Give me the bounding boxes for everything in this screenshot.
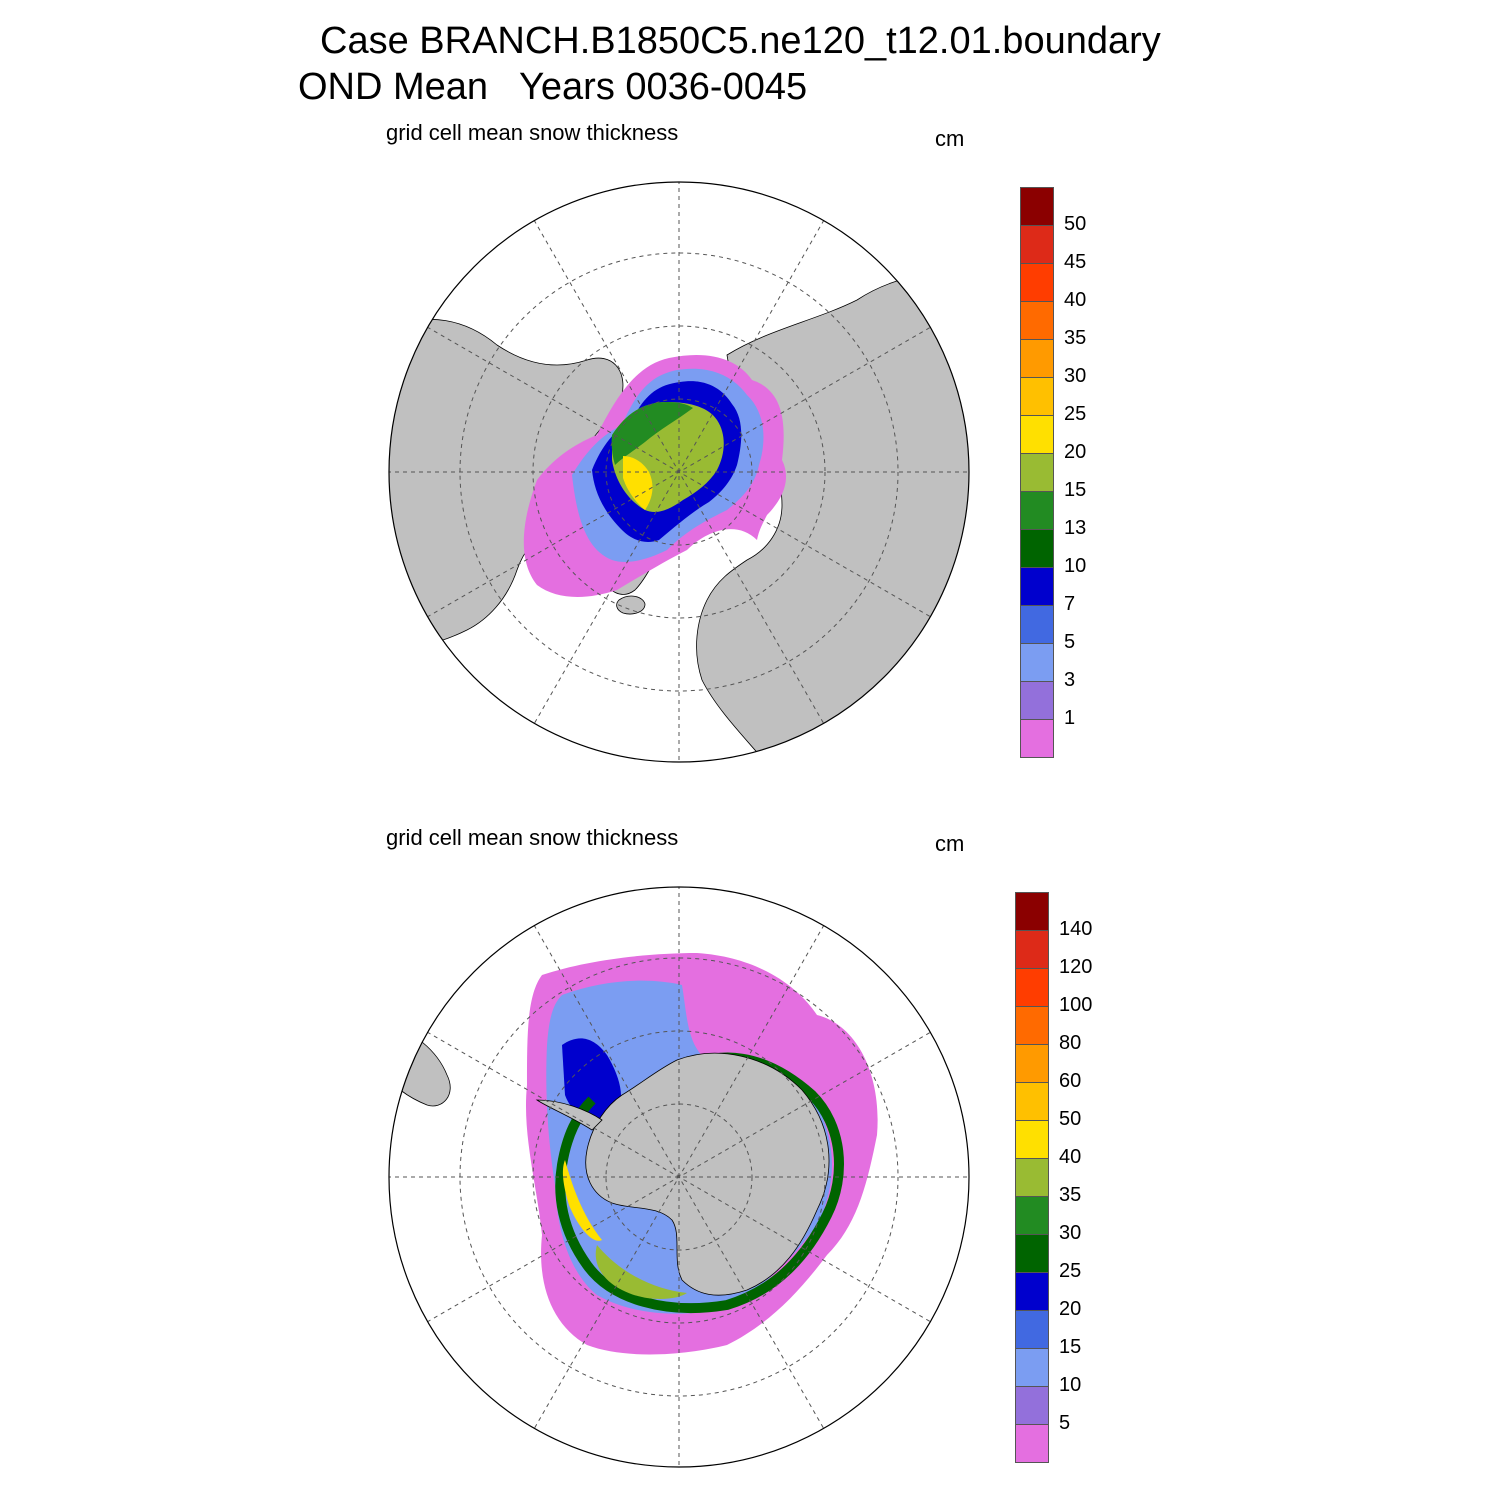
colorbar-tick-label: 5: [1059, 1412, 1071, 1434]
colorbar-tick-label: 35: [1064, 327, 1087, 349]
colorbar-swatch: [1015, 930, 1049, 969]
colorbar-swatch: [1015, 1006, 1049, 1045]
north-colorbar: 1 3 5 7 10 13 15 20 25 30 35 40 45 50: [1020, 187, 1100, 758]
colorbar-tick-label: 50: [1064, 213, 1087, 235]
colorbar-swatch: [1020, 301, 1054, 340]
colorbar-swatch: [1020, 415, 1054, 454]
colorbar-tick-label: 15: [1064, 479, 1087, 501]
colorbar-tick-label: 100: [1059, 994, 1093, 1016]
south-map-border: [388, 886, 970, 1468]
colorbar-tick-label: 10: [1059, 1374, 1082, 1396]
south-colorbar: 5 10 15 20 25 30 35 40 50 60 80 100 120 140: [1015, 892, 1100, 1463]
colorbar-tick-label: 7: [1064, 593, 1076, 615]
colorbar-tick-label: 30: [1059, 1222, 1082, 1244]
south-snow-band-35: [595, 1245, 687, 1299]
colorbar-tick-label: 10: [1064, 555, 1087, 577]
north-units-label: cm: [935, 126, 965, 151]
colorbar-tick-label: 25: [1064, 403, 1087, 425]
north-panel-label: grid cell mean snow thickness: [386, 120, 679, 145]
north-snow-band-20: [623, 456, 653, 510]
colorbar-swatch: [1020, 605, 1054, 644]
colorbar-tick-label: 3: [1064, 669, 1076, 691]
colorbar-swatch: [1020, 187, 1054, 226]
south-polar-map: [388, 886, 970, 1468]
colorbar-tick-label: 50: [1059, 1108, 1082, 1130]
colorbar-swatch: [1020, 225, 1054, 264]
south-snow-band-25-ring: [555, 1052, 844, 1313]
colorbar-tick-label: 13: [1064, 517, 1087, 539]
colorbar-swatch: [1020, 339, 1054, 378]
colorbar-swatch: [1020, 681, 1054, 720]
south-units-label: cm: [935, 831, 965, 856]
north-snow-band-13: [611, 402, 693, 465]
antarctic-peninsula: [535, 1099, 603, 1131]
colorbar-swatch: [1015, 1044, 1049, 1083]
colorbar-tick-label: 15: [1059, 1336, 1082, 1358]
colorbar-swatch: [1015, 1272, 1049, 1311]
south-graticule: [389, 887, 969, 1467]
colorbar-tick-label: 5: [1064, 631, 1076, 653]
colorbar-swatch: [1015, 1196, 1049, 1235]
colorbar-tick-label: 20: [1064, 441, 1087, 463]
south-snow-band-40: [562, 1160, 602, 1241]
colorbar-swatch: [1015, 1310, 1049, 1349]
case-title: Case BRANCH.B1850C5.ne120_t12.01.boundar…: [320, 20, 1161, 62]
colorbar-swatch: [1020, 529, 1054, 568]
colorbar-tick-label: 120: [1059, 956, 1093, 978]
colorbar-tick-label: 30: [1064, 365, 1087, 387]
colorbar-swatch: [1015, 1082, 1049, 1121]
south-panel-label: grid cell mean snow thickness: [386, 825, 679, 850]
colorbar-swatch: [1015, 1348, 1049, 1387]
colorbar-swatch: [1015, 892, 1049, 931]
colorbar-swatch: [1015, 968, 1049, 1007]
north-graticule: [389, 182, 969, 762]
north-map-border: [388, 181, 970, 763]
colorbar-tick-label: 35: [1059, 1184, 1082, 1206]
colorbar-swatch: [1020, 567, 1054, 606]
colorbar-tick-label: 1: [1064, 707, 1076, 729]
colorbar-tick-label: 60: [1059, 1070, 1082, 1092]
colorbar-swatch: [1020, 491, 1054, 530]
colorbar-tick-label: 80: [1059, 1032, 1082, 1054]
colorbar-swatch: [1020, 719, 1054, 758]
colorbar-swatch: [1015, 1120, 1049, 1159]
colorbar-swatch: [1020, 377, 1054, 416]
colorbar-swatch: [1015, 1234, 1049, 1273]
colorbar-tick-label: 40: [1064, 289, 1087, 311]
south-snow-band-20: [562, 1038, 622, 1122]
season-title: OND Mean Years 0036-0045: [298, 66, 808, 108]
colorbar-swatch: [1015, 1424, 1049, 1463]
colorbar-swatch: [1015, 1158, 1049, 1197]
iceland-landmass: [616, 595, 646, 615]
colorbar-swatch: [1020, 643, 1054, 682]
colorbar-tick-label: 20: [1059, 1298, 1082, 1320]
colorbar-tick-label: 25: [1059, 1260, 1082, 1282]
colorbar-swatch: [1020, 453, 1054, 492]
north-polar-map: [388, 181, 970, 763]
colorbar-tick-label: 140: [1059, 918, 1093, 940]
colorbar-swatch: [1020, 263, 1054, 302]
colorbar-tick-label: 45: [1064, 251, 1087, 273]
colorbar-swatch: [1015, 1386, 1049, 1425]
colorbar-tick-label: 40: [1059, 1146, 1082, 1168]
